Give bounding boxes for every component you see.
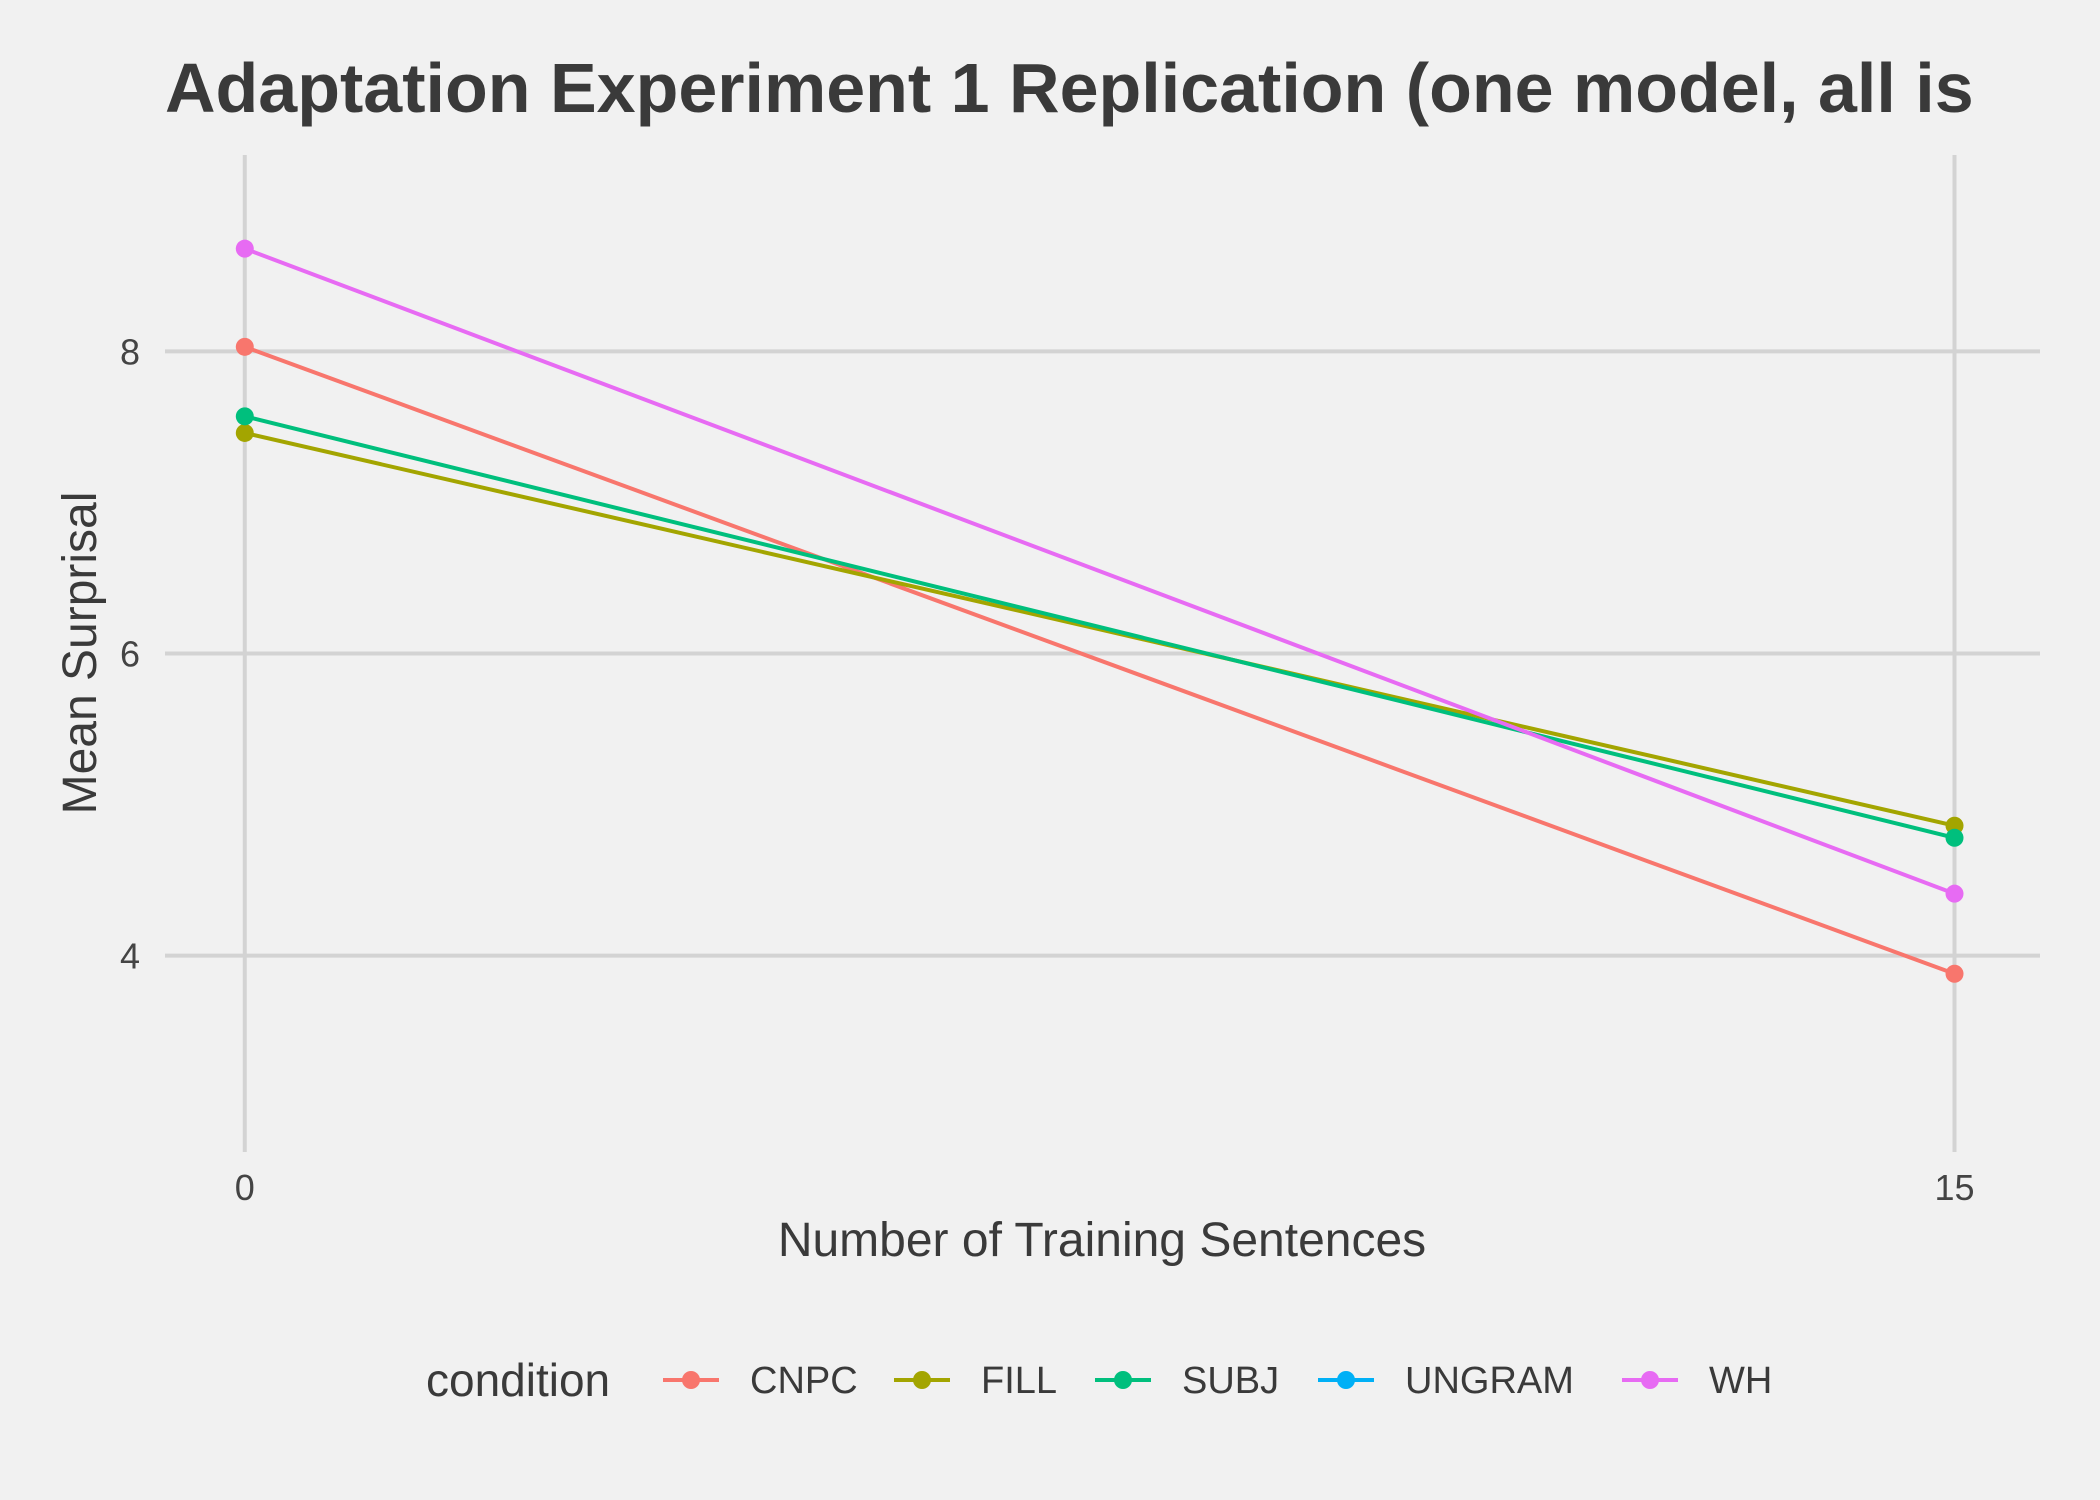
legend-key-point — [1114, 1371, 1132, 1389]
series-line-subj — [244, 414, 1955, 840]
y-axis-label: Mean Surprisal — [54, 492, 107, 815]
grid-lines — [165, 155, 2040, 1152]
data-point — [1945, 964, 1964, 983]
legend-label: CNPC — [750, 1360, 858, 1402]
legend-key-point — [1337, 1371, 1355, 1389]
legend-key-point — [1641, 1371, 1659, 1389]
y-tick-label: 4 — [120, 936, 140, 977]
legend-key-point — [682, 1371, 700, 1389]
legend-label: WH — [1709, 1360, 1772, 1402]
data-point — [1945, 828, 1964, 847]
y-tick-label: 6 — [120, 634, 140, 675]
legend-item-fill: FILL — [894, 1360, 1057, 1402]
x-tick-label: 0 — [235, 1167, 255, 1208]
chart-title: Adaptation Experiment 1 Replication (one… — [165, 49, 1974, 127]
series-wh — [235, 239, 1964, 903]
legend-item-ungram: UNGRAM — [1318, 1360, 1574, 1402]
legend-item-subj: SUBJ — [1095, 1360, 1279, 1402]
legend-key-point — [913, 1371, 931, 1389]
series-cnpc — [235, 337, 1964, 983]
x-axis-label: Number of Training Sentences — [778, 1214, 1426, 1267]
data-point — [1945, 884, 1964, 903]
series-lines — [235, 239, 1964, 983]
data-point — [235, 337, 254, 356]
x-tick-label: 15 — [1934, 1167, 1974, 1208]
axis-ticks: 4 6 8 0 15 — [120, 331, 1975, 1208]
series-fill — [235, 423, 1964, 835]
legend-label: UNGRAM — [1405, 1360, 1574, 1402]
legend-title: condition — [426, 1354, 610, 1406]
data-point — [235, 239, 254, 258]
data-point — [235, 407, 254, 426]
series-line-cnpc — [244, 344, 1956, 976]
data-point — [235, 423, 254, 442]
legend-item-cnpc: CNPC — [663, 1360, 858, 1402]
legend: condition CNPC FILL SUBJ UNGRAM WH — [426, 1354, 1772, 1406]
legend-label: FILL — [981, 1360, 1057, 1402]
series-line-fill — [244, 431, 1955, 828]
legend-label: SUBJ — [1182, 1360, 1279, 1402]
series-line-wh — [244, 246, 1956, 896]
series-subj — [235, 407, 1964, 847]
legend-item-wh: WH — [1622, 1360, 1772, 1402]
y-tick-label: 8 — [120, 331, 140, 372]
